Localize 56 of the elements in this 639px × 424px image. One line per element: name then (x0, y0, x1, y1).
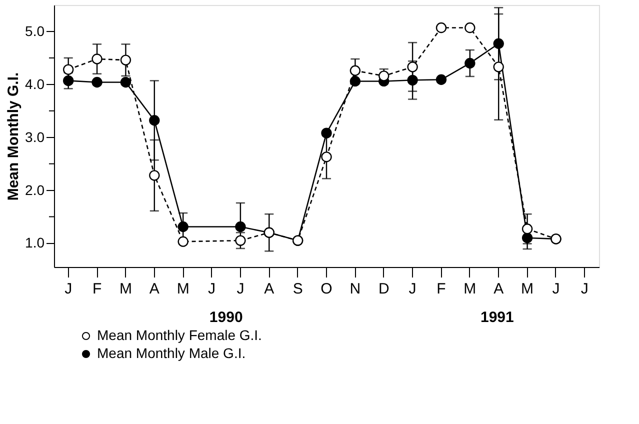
point (92, 54, 102, 64)
point (522, 232, 533, 244)
point (321, 128, 332, 138)
x-tick-label: M (464, 280, 476, 298)
point (522, 224, 533, 234)
y-tick-label: 5.0 (25, 22, 45, 39)
y-tick-label: 1.0 (25, 234, 45, 251)
point (350, 76, 361, 87)
point (178, 236, 188, 247)
x-tick-label: N (350, 280, 361, 298)
x-tick-label: O (320, 280, 332, 298)
point (493, 38, 504, 49)
legend-label: Mean Monthly Male G.I. (97, 345, 246, 361)
x-tick-label: A (149, 280, 160, 298)
point (436, 74, 447, 85)
point (149, 115, 160, 126)
text: 1990 (209, 309, 243, 326)
x-tick-label: D (378, 280, 390, 298)
text: 1991 (480, 309, 514, 326)
point (493, 62, 504, 72)
point (120, 54, 132, 66)
point (149, 170, 160, 181)
x-tick-label: S (292, 280, 303, 298)
point (378, 70, 390, 82)
point (407, 62, 418, 72)
point (321, 152, 332, 162)
x-tick-label: J (64, 280, 72, 298)
x-tick-label: J (236, 280, 244, 298)
point (436, 22, 447, 34)
point (350, 65, 361, 76)
x-tick-label: J (408, 280, 416, 298)
point (92, 76, 102, 88)
x-tick-label: J (580, 280, 588, 298)
point (464, 58, 476, 69)
x-tick-label: M (119, 280, 132, 298)
x-tick-label: F (92, 280, 102, 298)
legend-label: Mean Monthly Female G.I. (97, 327, 262, 343)
y-tick-label: 3.0 (25, 128, 45, 145)
point (407, 74, 418, 86)
x-tick-label: F (436, 280, 446, 298)
point (63, 75, 74, 86)
x-tick-label: J (208, 280, 216, 298)
point (120, 76, 132, 88)
x-tick-label: M (176, 280, 190, 298)
point (464, 22, 476, 34)
x-tick-label: J (552, 280, 560, 298)
point (178, 221, 188, 232)
x-tick-label: A (494, 280, 504, 298)
y-tick-label: 4.0 (25, 76, 45, 92)
point (235, 221, 246, 232)
y-tick-label: 2.0 (25, 182, 45, 198)
y-axis-title: Mean Monthly G.I. (5, 72, 22, 201)
point (63, 64, 74, 75)
x-tick-label: A (264, 280, 274, 298)
x-tick-label: M (521, 280, 534, 298)
point (235, 235, 246, 246)
